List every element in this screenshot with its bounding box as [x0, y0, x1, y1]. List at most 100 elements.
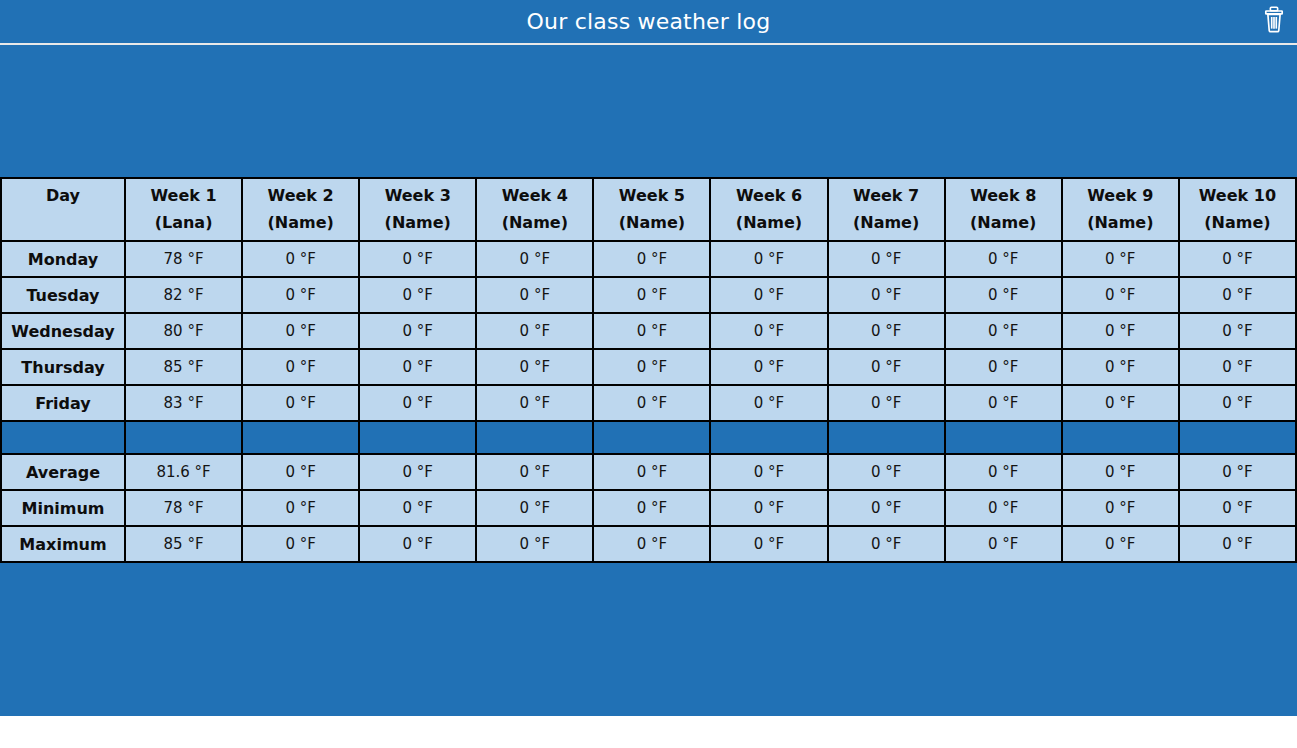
spacer-cell: [1179, 421, 1296, 454]
temp-cell[interactable]: 0 °F: [1179, 349, 1296, 385]
temp-cell[interactable]: 0 °F: [1062, 313, 1179, 349]
temp-cell[interactable]: 0 °F: [945, 241, 1062, 277]
temp-cell[interactable]: 0 °F: [945, 526, 1062, 562]
temp-cell[interactable]: 0 °F: [359, 490, 476, 526]
temp-cell[interactable]: 0 °F: [476, 454, 593, 490]
temp-cell[interactable]: 0 °F: [242, 277, 359, 313]
temp-cell[interactable]: 0 °F: [359, 385, 476, 421]
temp-cell[interactable]: 85 °F: [125, 349, 242, 385]
temp-cell[interactable]: 0 °F: [1179, 490, 1296, 526]
temp-cell[interactable]: 0 °F: [710, 277, 827, 313]
spacer-cell: [359, 421, 476, 454]
temp-cell[interactable]: 0 °F: [710, 385, 827, 421]
temp-cell[interactable]: 0 °F: [710, 241, 827, 277]
temp-cell[interactable]: 0 °F: [476, 385, 593, 421]
header-week-9: Week 9(Name): [1062, 178, 1179, 241]
row-label-tuesday: Tuesday: [1, 277, 125, 313]
temp-cell[interactable]: 0 °F: [1179, 241, 1296, 277]
temp-cell[interactable]: 0 °F: [828, 313, 945, 349]
temp-cell[interactable]: 0 °F: [1062, 277, 1179, 313]
temp-cell[interactable]: 0 °F: [593, 241, 710, 277]
temp-cell[interactable]: 0 °F: [242, 313, 359, 349]
header-week-2: Week 2(Name): [242, 178, 359, 241]
trash-icon: [1262, 6, 1286, 36]
temp-cell[interactable]: 0 °F: [710, 313, 827, 349]
temp-cell[interactable]: 0 °F: [828, 490, 945, 526]
header-day: Day: [1, 178, 125, 241]
temp-cell[interactable]: 0 °F: [828, 241, 945, 277]
temp-cell[interactable]: 0 °F: [476, 349, 593, 385]
temp-cell[interactable]: 0 °F: [593, 526, 710, 562]
temp-cell[interactable]: 0 °F: [710, 490, 827, 526]
temp-cell[interactable]: 0 °F: [1179, 385, 1296, 421]
temp-cell[interactable]: 0 °F: [1179, 454, 1296, 490]
row-label-friday: Friday: [1, 385, 125, 421]
temp-cell[interactable]: 0 °F: [242, 526, 359, 562]
temp-cell[interactable]: 81.6 °F: [125, 454, 242, 490]
temp-cell[interactable]: 0 °F: [1062, 454, 1179, 490]
header-row: DayWeek 1(Lana)Week 2(Name)Week 3(Name)W…: [1, 178, 1296, 241]
temp-cell[interactable]: 85 °F: [125, 526, 242, 562]
temp-cell[interactable]: 0 °F: [1062, 241, 1179, 277]
temp-cell[interactable]: 0 °F: [359, 277, 476, 313]
temp-cell[interactable]: 0 °F: [359, 349, 476, 385]
temp-cell[interactable]: 0 °F: [593, 349, 710, 385]
temp-cell[interactable]: 0 °F: [945, 277, 1062, 313]
temp-cell[interactable]: 0 °F: [1179, 526, 1296, 562]
temp-cell[interactable]: 80 °F: [125, 313, 242, 349]
temp-cell[interactable]: 0 °F: [242, 454, 359, 490]
temp-cell[interactable]: 0 °F: [710, 526, 827, 562]
temp-cell[interactable]: 0 °F: [1062, 349, 1179, 385]
app-background: Our class weather log: [0, 0, 1297, 716]
temp-cell[interactable]: 0 °F: [1179, 313, 1296, 349]
temp-cell[interactable]: 0 °F: [710, 349, 827, 385]
spacer-cell: [1062, 421, 1179, 454]
row-label-monday: Monday: [1, 241, 125, 277]
temp-cell[interactable]: 0 °F: [945, 385, 1062, 421]
temp-cell[interactable]: 0 °F: [242, 349, 359, 385]
temp-cell[interactable]: 0 °F: [710, 454, 827, 490]
temp-cell[interactable]: 83 °F: [125, 385, 242, 421]
temp-cell[interactable]: 0 °F: [242, 490, 359, 526]
header-week-1: Week 1(Lana): [125, 178, 242, 241]
temp-cell[interactable]: 0 °F: [593, 385, 710, 421]
temp-cell[interactable]: 0 °F: [828, 526, 945, 562]
temp-cell[interactable]: 0 °F: [242, 385, 359, 421]
temp-cell[interactable]: 0 °F: [828, 277, 945, 313]
header-week-4: Week 4(Name): [476, 178, 593, 241]
temp-cell[interactable]: 0 °F: [359, 526, 476, 562]
temp-cell[interactable]: 0 °F: [1179, 277, 1296, 313]
temp-cell[interactable]: 0 °F: [593, 277, 710, 313]
table-row: Friday83 °F0 °F0 °F0 °F0 °F0 °F0 °F0 °F0…: [1, 385, 1296, 421]
temp-cell[interactable]: 0 °F: [1062, 490, 1179, 526]
temp-cell[interactable]: 0 °F: [828, 454, 945, 490]
temp-cell[interactable]: 0 °F: [242, 241, 359, 277]
temp-cell[interactable]: 0 °F: [945, 490, 1062, 526]
temp-cell[interactable]: 0 °F: [945, 313, 1062, 349]
temp-cell[interactable]: 0 °F: [828, 385, 945, 421]
temp-cell[interactable]: 0 °F: [359, 241, 476, 277]
temp-cell[interactable]: 0 °F: [945, 349, 1062, 385]
table-row: Minimum78 °F0 °F0 °F0 °F0 °F0 °F0 °F0 °F…: [1, 490, 1296, 526]
trash-button[interactable]: [1260, 6, 1288, 36]
temp-cell[interactable]: 0 °F: [476, 526, 593, 562]
temp-cell[interactable]: 0 °F: [359, 313, 476, 349]
temp-cell[interactable]: 78 °F: [125, 490, 242, 526]
temp-cell[interactable]: 0 °F: [476, 313, 593, 349]
temp-cell[interactable]: 0 °F: [593, 313, 710, 349]
spacer-cell: [242, 421, 359, 454]
temp-cell[interactable]: 0 °F: [476, 277, 593, 313]
temp-cell[interactable]: 0 °F: [828, 349, 945, 385]
temp-cell[interactable]: 0 °F: [1062, 526, 1179, 562]
temp-cell[interactable]: 78 °F: [125, 241, 242, 277]
temp-cell[interactable]: 82 °F: [125, 277, 242, 313]
temp-cell[interactable]: 0 °F: [593, 490, 710, 526]
temp-cell[interactable]: 0 °F: [359, 454, 476, 490]
temp-cell[interactable]: 0 °F: [945, 454, 1062, 490]
temp-cell[interactable]: 0 °F: [1062, 385, 1179, 421]
spacer-row: [1, 421, 1296, 454]
temp-cell[interactable]: 0 °F: [593, 454, 710, 490]
temp-cell[interactable]: 0 °F: [476, 490, 593, 526]
temp-cell[interactable]: 0 °F: [476, 241, 593, 277]
table-row: Wednesday80 °F0 °F0 °F0 °F0 °F0 °F0 °F0 …: [1, 313, 1296, 349]
